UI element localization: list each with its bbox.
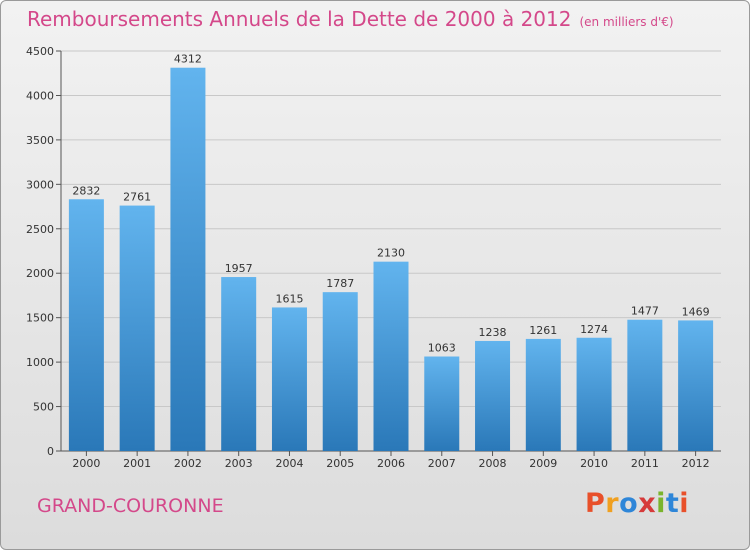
x-tick-label: 2005 [326, 457, 354, 470]
x-tick-label: 2004 [275, 457, 303, 470]
x-tick-label: 2010 [580, 457, 608, 470]
logo-letter: x [638, 488, 657, 519]
bar-2003 [221, 277, 257, 451]
data-label: 2130 [377, 247, 405, 260]
city-name: GRAND-COURONNE [37, 495, 224, 517]
data-label: 1063 [428, 342, 456, 355]
x-tick-label: 2012 [682, 457, 710, 470]
y-tick-label: 3000 [26, 178, 54, 191]
data-label: 1238 [479, 326, 507, 339]
logo-letter: o [619, 488, 639, 519]
x-tick-label: 2000 [72, 457, 100, 470]
data-label: 4312 [174, 53, 202, 66]
logo-letter: r [605, 488, 620, 519]
bars [68, 67, 714, 451]
y-tick-label: 2500 [26, 223, 54, 236]
x-tick-label: 2006 [377, 457, 405, 470]
x-tick-label: 2007 [428, 457, 456, 470]
bar-2002 [170, 67, 206, 451]
x-tick-label: 2009 [529, 457, 557, 470]
y-tick-label: 4000 [26, 89, 54, 102]
logo-letter: t [665, 488, 680, 519]
bar-2001 [119, 205, 155, 451]
chart-title: Remboursements Annuels de la Dette de 20… [27, 7, 674, 31]
data-label: 1261 [529, 324, 557, 337]
bar-2004 [271, 307, 307, 451]
chart-subtitle: (en milliers d'€) [579, 15, 674, 29]
bar-2009 [525, 338, 561, 451]
y-tick-label: 500 [33, 401, 54, 414]
proxiti-logo[interactable]: Proxiti [585, 488, 689, 519]
logo-letter: i [679, 488, 690, 519]
bar-2012 [678, 320, 714, 451]
logo-letter: P [585, 488, 606, 519]
logo-letter: i [656, 488, 666, 519]
data-label: 1469 [682, 305, 710, 318]
x-tick-label: 2011 [631, 457, 659, 470]
bar-2000 [68, 199, 104, 451]
data-label: 2761 [123, 191, 151, 204]
y-tick-label: 0 [47, 445, 54, 458]
data-label: 1477 [631, 305, 659, 318]
data-label: 1957 [225, 262, 253, 275]
bar-2010 [576, 337, 612, 451]
data-labels: 2832 2761 4312 1957 1615 1787 2130 1063 1238 1261… [72, 53, 709, 355]
data-label: 1787 [326, 277, 354, 290]
x-tick-label: 2003 [225, 457, 253, 470]
y-tick-label: 1000 [26, 356, 54, 369]
y-tick-label: 2000 [26, 267, 54, 280]
bar-2007 [424, 356, 460, 451]
y-tick-label: 1500 [26, 312, 54, 325]
chart-title-text: Remboursements Annuels de la Dette de 20… [27, 7, 572, 31]
data-label: 1615 [275, 292, 303, 305]
bar-2008 [475, 340, 511, 451]
data-label: 2832 [72, 184, 100, 197]
x-tick-label: 2001 [123, 457, 151, 470]
bar-2005 [322, 292, 358, 451]
bar-2011 [627, 319, 663, 451]
data-label: 1274 [580, 323, 608, 336]
y-tick-label: 4500 [26, 45, 54, 58]
x-tick-label: 2008 [479, 457, 507, 470]
y-tick-label: 3500 [26, 134, 54, 147]
bar-2006 [373, 261, 409, 451]
x-tick-label: 2002 [174, 457, 202, 470]
